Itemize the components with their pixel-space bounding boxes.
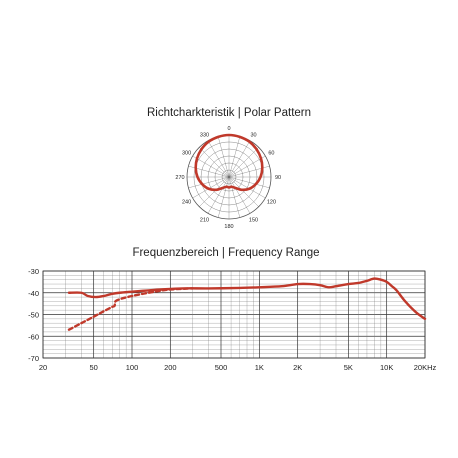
frequency-grid [42,270,426,359]
polar-spoke [228,147,259,178]
x-tick-label: 10K [380,363,393,372]
plot-frame [42,270,426,359]
polar-spoke [228,176,270,189]
x-tick-label: 50 [89,363,97,372]
polar-spoke [207,140,230,178]
x-tick-label: 20 [39,363,47,372]
x-tick-label: 1K [255,363,264,372]
polar-spoke [228,176,241,218]
x-tick-label: 500 [215,363,228,372]
y-tick-label: -60 [28,332,39,341]
polar-spoke [228,155,266,178]
x-tick-label: 100 [126,363,139,372]
polar-spoke [199,176,230,207]
polar-spoke [192,176,230,199]
polar-angle-label: 270 [175,175,184,181]
x-tick-label: 20KHz [414,363,437,372]
polar-spoke [199,147,230,178]
polar-angle-label: 30 [250,133,256,139]
x-tick-label: 5K [344,363,353,372]
y-tick-label: -40 [28,289,39,298]
polar-spoke [207,176,230,214]
polar-spoke [188,176,230,189]
frequency-series [67,277,427,331]
polar-chart: Richtcharkteristik | Polar Pattern 0 30 60… [147,107,311,230]
y-tick-label: -70 [28,354,39,363]
frequency-line-dashed [67,287,194,331]
polar-spoke [228,176,259,207]
polar-angle-label: 330 [200,133,209,139]
polar-title: Richtcharkteristik | Polar Pattern [147,107,311,119]
polar-angle-label: 180 [224,224,233,230]
polar-angle-label: 150 [249,217,258,223]
x-tick-label: 2K [293,363,302,372]
polar-angle-labels: 0 30 60 90 120 150 180 210 240 270 300 330 [175,126,281,230]
x-tick-labels: 20 50 100 200 500 1K 2K 5K 10K 20KHz [39,363,437,372]
polar-spoke [217,136,230,178]
polar-angle-label: 60 [268,151,274,157]
polar-spoke [228,140,251,178]
frequency-chart: Frequenzbereich | Frequency Range 20 50 10… [28,247,436,372]
polar-spoke [228,176,266,199]
polar-pattern-line [194,133,264,192]
polar-spoke [192,155,230,178]
polar-angle-label: 300 [182,151,191,157]
polar-spoke [228,176,251,214]
frequency-line-solid [67,277,427,321]
polar-angle-label: 0 [227,126,230,132]
y-tick-label: -50 [28,311,39,320]
polar-angle-label: 210 [200,217,209,223]
polar-spoke [228,136,241,178]
polar-angle-label: 90 [275,175,281,181]
polar-grid [186,134,272,220]
polar-spoke [217,176,230,218]
x-tick-label: 200 [164,363,177,372]
polar-angle-label: 120 [267,200,276,206]
y-tick-label: -30 [28,267,39,276]
frequency-title: Frequenzbereich | Frequency Range [132,247,319,259]
y-tick-labels: -30 -40 -50 -60 -70 [28,267,39,363]
polar-series [194,133,264,192]
polar-angle-label: 240 [182,200,191,206]
